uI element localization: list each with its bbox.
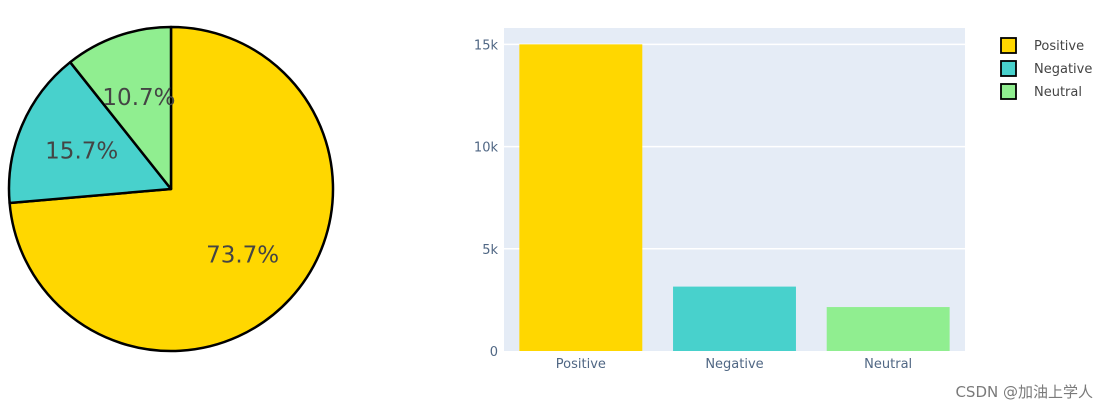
legend-item-negative[interactable]: Negative [1000, 60, 1092, 77]
bar-positive[interactable] [519, 44, 643, 351]
bar-chart: 0 5k 10k 15k Positive Negative Neutral [474, 28, 965, 372]
x-tick-label: Positive [556, 357, 606, 372]
x-tick-label: Neutral [864, 357, 912, 372]
bar-neutral[interactable] [826, 307, 950, 351]
watermark: CSDN @加油上学人 [955, 383, 1093, 401]
legend-item-positive[interactable]: Positive [1000, 37, 1084, 54]
pie-label-positive: 73.7% [206, 243, 279, 269]
legend-item-neutral[interactable]: Neutral [1000, 83, 1082, 100]
y-tick-label: 5k [482, 243, 498, 258]
y-tick-label: 10k [474, 141, 499, 156]
pie-slice-neutral[interactable] [68, 25, 173, 191]
y-tick-label: 15k [474, 38, 499, 53]
y-tick-label: 0 [490, 345, 498, 360]
x-tick-label: Negative [705, 357, 763, 372]
pie-slice-negative[interactable] [7, 60, 173, 205]
pie-label-negative: 15.7% [45, 139, 118, 165]
legend-label: Positive [1034, 39, 1084, 54]
legend-label: Neutral [1034, 85, 1082, 100]
pie-chart: 73.7% 15.7% 10.7% [7, 25, 335, 353]
legend-swatch [1000, 37, 1017, 54]
legend[interactable]: Positive Negative Neutral [1000, 37, 1092, 100]
bar-negative[interactable] [673, 286, 796, 351]
legend-swatch [1000, 83, 1017, 100]
pie-label-neutral: 10.7% [102, 85, 175, 111]
legend-swatch [1000, 60, 1017, 77]
legend-label: Negative [1034, 62, 1092, 77]
